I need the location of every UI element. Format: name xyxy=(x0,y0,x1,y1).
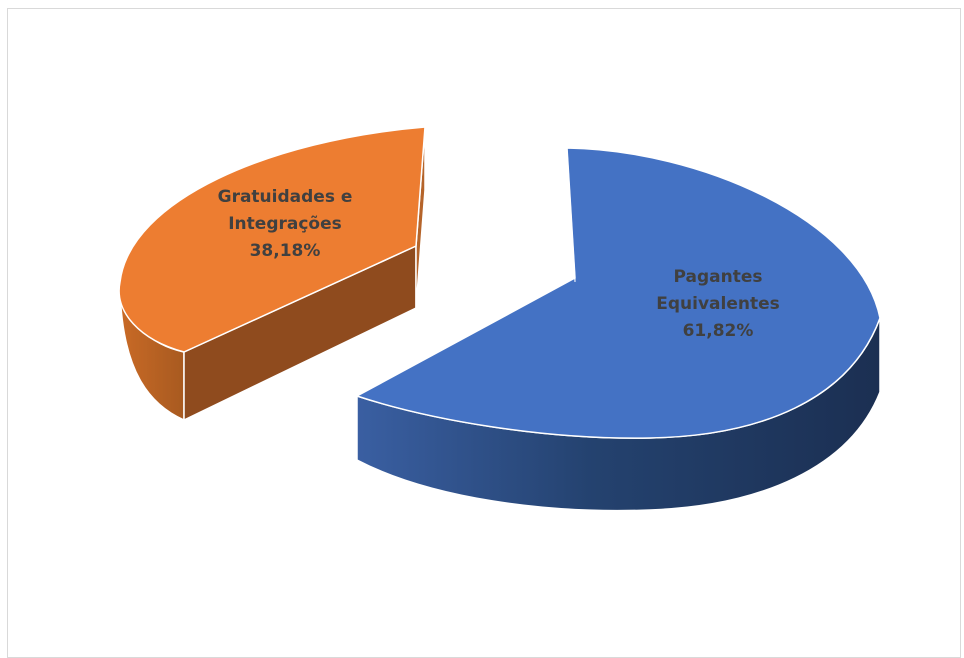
slice-gratuidades-integracoes xyxy=(118,126,426,422)
label-gratuidades-line1: Gratuidades e xyxy=(218,187,353,207)
slice-pagantes-top xyxy=(355,147,881,439)
label-gratuidades-percent: 38,18% xyxy=(250,241,321,261)
label-gratuidades-line2: Integrações xyxy=(228,214,342,234)
slice-gratuidades-top xyxy=(118,126,426,353)
slice-pagantes-equivalentes xyxy=(355,147,881,512)
label-pagantes-line2: Equivalentes xyxy=(656,294,780,314)
slice-pagantes-inner-wall xyxy=(566,147,576,283)
label-pagantes-line1: Pagantes xyxy=(674,267,763,287)
label-pagantes-percent: 61,82% xyxy=(683,321,754,341)
